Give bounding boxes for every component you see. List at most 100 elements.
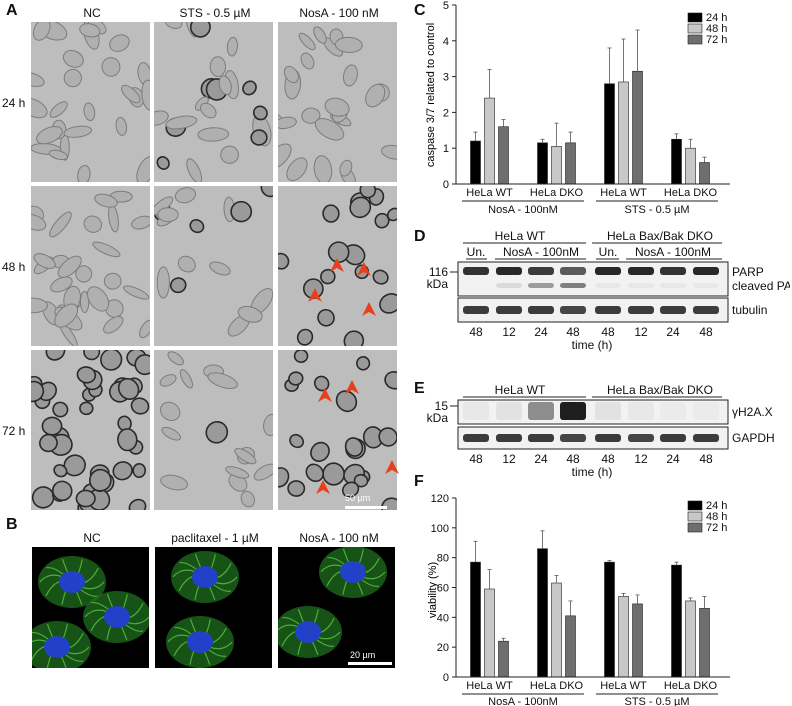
cell <box>31 297 48 314</box>
cell-texture <box>154 186 273 337</box>
cell <box>317 308 335 327</box>
band-E_h2ax-7 <box>693 402 719 420</box>
cell <box>167 351 184 366</box>
panel-f-ylabel: viability (%) <box>427 562 439 618</box>
cell <box>320 268 336 285</box>
red-arrowhead-icon <box>362 302 376 316</box>
panel-a-scale-bar-label: 50 µm <box>345 493 371 503</box>
lane-label: 24 <box>666 325 680 339</box>
lane-label: 48 <box>601 325 615 339</box>
cell <box>89 468 112 492</box>
cell <box>314 118 345 141</box>
group-header-dko: HeLa Bax/Bak DKO <box>607 229 713 243</box>
red-arrowhead-icon <box>345 380 359 394</box>
cell <box>298 32 316 51</box>
panel-b-scale-bar <box>348 662 392 665</box>
y-tick-label: 0 <box>443 179 449 191</box>
panel-a-scale-bar <box>345 506 387 509</box>
marker-size: 15 <box>435 399 449 413</box>
y-tick-label: 4 <box>443 36 449 48</box>
band-E_gapdh-1 <box>496 434 522 442</box>
cell <box>179 369 194 389</box>
panel-c-legend: 24 h48 h72 h <box>687 12 727 46</box>
band-E_gapdh-4 <box>595 434 621 442</box>
cell <box>186 158 203 182</box>
micrograph-3-3 <box>278 350 397 510</box>
cell <box>154 110 169 126</box>
cell <box>378 427 397 447</box>
group-label: NosA - 100nM <box>488 696 558 706</box>
cell <box>165 115 198 130</box>
category-label: HeLa WT <box>466 187 513 199</box>
cell <box>287 480 306 497</box>
cell <box>31 380 45 403</box>
cell <box>263 413 273 436</box>
cell <box>83 215 103 233</box>
legend-label: 24 h <box>706 12 727 24</box>
bar-72h-3 <box>699 162 710 185</box>
group-label: NosA - 100nM <box>488 204 558 216</box>
panel-b-scale-bar-label: 20 µm <box>350 650 376 660</box>
panel-a-row-24h: 24 h <box>2 96 26 110</box>
y-tick-label: 100 <box>431 523 449 535</box>
y-tick-label: 2 <box>443 107 449 119</box>
cell <box>31 97 48 119</box>
cell <box>117 428 138 452</box>
cell <box>301 107 321 124</box>
red-arrowhead-icon <box>385 460 399 474</box>
bar-24h-0 <box>470 140 481 185</box>
panel-f-axes: 0 20 40 60 80 100 120 HeLa WT HeLa DKO HeLa WT HeL… <box>431 493 730 706</box>
cell <box>79 290 90 314</box>
cell <box>41 416 63 436</box>
micrograph-1-3 <box>278 22 397 182</box>
bar-48h-2 <box>618 81 629 185</box>
cell <box>230 200 253 223</box>
group-header-dko: HeLa Bax/Bak DKO <box>607 383 713 397</box>
cell <box>313 26 327 44</box>
category-label: HeLa DKO <box>530 187 584 199</box>
cell <box>132 463 147 479</box>
untreated-label-wt: Un. <box>467 245 486 259</box>
nucleus <box>295 621 321 643</box>
band-D_cleaved-1 <box>496 283 522 288</box>
band-D_tubulin-0 <box>463 306 489 314</box>
legend-label: 24 h <box>706 500 727 512</box>
cell <box>189 22 211 38</box>
panel-b-col-paclitaxel: paclitaxel - 1 µM <box>171 531 259 545</box>
cell <box>278 143 292 170</box>
band-label: GAPDH <box>732 431 775 445</box>
legend-label: 72 h <box>706 522 727 534</box>
bar-48h-3 <box>685 600 696 678</box>
band-D_parp-5 <box>628 267 654 275</box>
y-tick-label: 40 <box>437 612 449 624</box>
legend-swatch <box>687 34 703 45</box>
panel-f-legend: 24 h48 h72 h <box>687 500 727 534</box>
cell <box>130 397 150 415</box>
legend-label: 72 h <box>706 34 727 46</box>
lane-label: 48 <box>566 452 580 466</box>
cell <box>159 374 177 387</box>
cell <box>384 371 397 390</box>
bar-48h-3 <box>685 147 696 185</box>
band-E_h2ax-1 <box>496 402 522 420</box>
panel-label-f: F <box>414 473 424 490</box>
cell <box>242 80 257 96</box>
cell <box>335 390 358 413</box>
blot-strip <box>457 426 729 450</box>
cell <box>260 186 273 198</box>
cell <box>156 266 170 299</box>
cell <box>77 164 91 182</box>
cell <box>92 241 121 258</box>
lane-label: 48 <box>699 325 713 339</box>
cell <box>381 144 397 160</box>
bar-24h-2 <box>604 561 615 678</box>
cell <box>365 83 386 108</box>
band-D_tubulin-7 <box>693 306 719 314</box>
cell <box>32 22 51 41</box>
cell <box>278 116 297 130</box>
band-D_cleaved-7 <box>693 283 719 288</box>
cell <box>252 105 268 121</box>
bar-48h-0 <box>484 588 495 678</box>
lane-label: 48 <box>469 452 483 466</box>
cell <box>115 116 128 136</box>
